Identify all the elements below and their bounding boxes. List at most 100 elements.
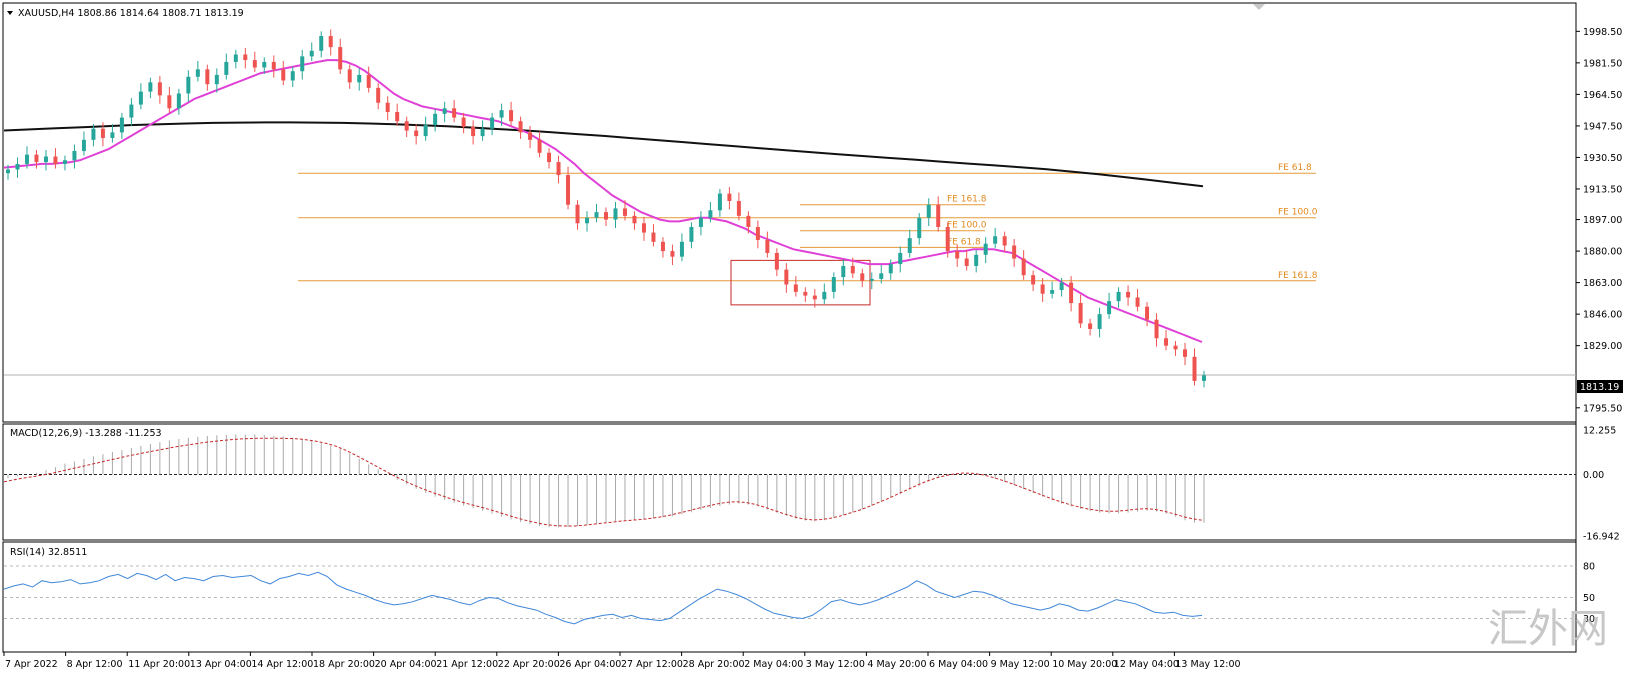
candle-body (594, 212, 599, 218)
candle-body (176, 93, 181, 109)
time-tick-label: 28 Apr 20:00 (683, 659, 745, 670)
candle-body (993, 236, 998, 244)
candle-body (395, 112, 400, 122)
macd-panel-frame (2, 423, 1577, 541)
candle-body (110, 132, 115, 138)
range-box (730, 259, 871, 306)
macd-tick-label: 12.255 (1583, 426, 1616, 437)
collapse-triangle-icon[interactable] (7, 11, 13, 15)
time-tick-label: 3 May 12:00 (806, 659, 865, 670)
candle-body (1145, 306, 1150, 320)
candle-body (442, 108, 447, 114)
candle-body (537, 139, 542, 153)
candle-body (670, 251, 675, 257)
candle-body (328, 35, 333, 48)
candle-body (319, 35, 324, 51)
candle-body (347, 69, 352, 83)
price-tick-label: 1829.00 (1583, 341, 1622, 352)
candle-body (736, 201, 741, 216)
price-tick-label: 1795.50 (1583, 403, 1622, 414)
candle-body (888, 264, 893, 274)
candle-body (271, 61, 276, 70)
price-tick-label: 1880.00 (1583, 247, 1622, 258)
candle-body (632, 215, 637, 224)
candle-body (1192, 356, 1197, 381)
ma-fast-line (3, 59, 1203, 343)
candle-body (1078, 303, 1083, 324)
candle-body (755, 226, 760, 240)
symbol-header: XAUUSD,H4 1808.86 1814.64 1808.71 1813.1… (18, 8, 244, 19)
candle-body (907, 238, 912, 253)
candle-body (100, 128, 105, 138)
time-tick-label: 20 Apr 04:00 (375, 659, 437, 670)
rsi-tick-label: 80 (1583, 562, 1595, 573)
candle-body (1164, 338, 1169, 346)
candle-body (138, 91, 143, 105)
candle-body (452, 108, 457, 118)
candle-body (1135, 297, 1140, 307)
rsi-tick-label: 30 (1583, 614, 1595, 625)
candle-body (1183, 349, 1188, 357)
macd-indicator: 12.255 0.00 -16.942 (3, 426, 1620, 543)
fib-level-label: FE 161.8 (1278, 271, 1318, 281)
time-tick-label: 7 Apr 2022 (5, 659, 58, 670)
fib-level-label: FE 161.8 (947, 195, 987, 205)
current-price-tag (1577, 380, 1623, 393)
candle-body (281, 69, 286, 81)
candle-body (793, 284, 798, 292)
rsi-title: RSI(14) 32.8511 (10, 547, 87, 558)
candle-body (357, 74, 362, 83)
candle-body (765, 239, 770, 253)
time-tick-label: 4 May 20:00 (867, 659, 926, 670)
candle-body (62, 160, 67, 164)
candle-body (955, 251, 960, 259)
candle-body (708, 210, 713, 218)
fib-level-label: FE 100.0 (1278, 208, 1318, 218)
range-box-rect (730, 259, 871, 306)
candle-body (81, 139, 86, 151)
price-tick-label: 1897.00 (1583, 215, 1622, 226)
moving-averages (3, 59, 1204, 343)
candle-body (1002, 236, 1007, 246)
candle-body (15, 163, 20, 170)
candle-body (385, 102, 390, 112)
time-tick-label: 13 May 12:00 (1175, 659, 1240, 670)
time-tick-label: 14 Apr 12:00 (251, 659, 313, 670)
candle-body (964, 258, 969, 266)
candle-body (604, 212, 608, 220)
candle-body (698, 217, 703, 227)
fibonacci-expansion-levels: FE 61.8 FE 100.0 FE 161.8 FE 161.8 FE 100.0 F… (4, 163, 1576, 376)
candle-body (841, 265, 846, 278)
candle-body (651, 232, 656, 242)
candle-body (290, 71, 295, 81)
candle-body (157, 82, 162, 96)
candle-body (1040, 284, 1045, 294)
candle-body (1012, 245, 1017, 259)
price-tick-label: 1998.50 (1583, 27, 1622, 38)
candle-body (195, 69, 200, 77)
price-tick-label: 1947.50 (1583, 121, 1622, 132)
candle-body (338, 47, 343, 70)
fib-level-label: FE 100.0 (947, 221, 987, 231)
candle-body (300, 56, 305, 72)
current-price-label: 1813.19 (1580, 382, 1619, 393)
candle-body (746, 215, 751, 227)
candle-body (1050, 290, 1055, 294)
candle-body (205, 69, 210, 85)
watermark: 汇外网 (1488, 606, 1608, 652)
macd-signal-line (3, 437, 1203, 527)
candle-body (34, 154, 39, 163)
price-tick-label: 1964.50 (1583, 90, 1622, 101)
scroll-marker-icon[interactable] (1253, 4, 1265, 10)
candle-body (613, 208, 618, 220)
price-axis: 1998.50 1981.50 1964.50 1947.50 1930.50 1913.… (1576, 27, 1622, 414)
main-panel-frame (2, 2, 1577, 423)
macd-tick-label: 0.00 (1583, 470, 1604, 481)
candle-body (262, 61, 267, 68)
candle-body (974, 254, 979, 266)
candle-body (1107, 301, 1112, 315)
candle-body (376, 87, 381, 103)
candle-body (689, 226, 694, 242)
price-tick-label: 1913.50 (1583, 184, 1622, 195)
